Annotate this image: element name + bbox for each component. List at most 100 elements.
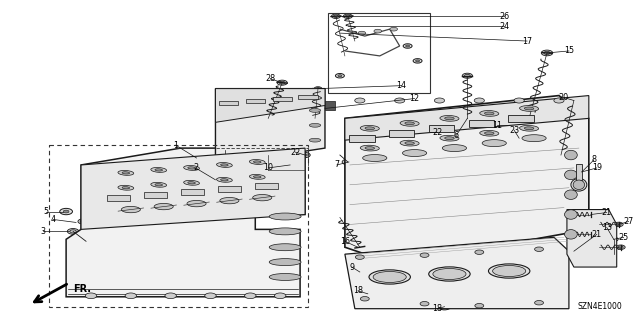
Ellipse shape [373,271,406,283]
Circle shape [438,304,451,310]
Text: 5: 5 [44,207,49,216]
Polygon shape [66,148,305,297]
Ellipse shape [403,150,427,157]
Ellipse shape [493,265,525,277]
Ellipse shape [253,176,261,178]
Circle shape [517,137,521,139]
Ellipse shape [564,170,577,180]
Circle shape [435,98,445,103]
Bar [468,120,494,127]
Ellipse shape [405,142,414,145]
Text: 8: 8 [591,155,596,165]
Circle shape [277,80,287,85]
Polygon shape [216,89,325,165]
Ellipse shape [480,130,499,136]
Circle shape [365,293,371,295]
Text: 10: 10 [263,163,273,173]
Circle shape [300,152,310,158]
Ellipse shape [269,213,301,220]
Circle shape [420,301,429,306]
Circle shape [275,293,286,299]
Ellipse shape [365,127,374,130]
Circle shape [335,73,344,78]
Ellipse shape [571,178,587,191]
Bar [218,186,241,192]
Ellipse shape [369,270,410,284]
Circle shape [514,98,524,103]
Ellipse shape [269,228,301,235]
Text: 7: 7 [334,160,339,169]
Circle shape [406,45,410,47]
Ellipse shape [187,200,206,207]
Ellipse shape [524,127,534,130]
Polygon shape [81,148,305,229]
Circle shape [63,210,69,213]
Text: 22: 22 [290,148,300,157]
Bar [246,99,265,103]
Ellipse shape [118,170,134,175]
Ellipse shape [429,267,470,281]
Circle shape [413,59,422,63]
Circle shape [67,228,79,234]
Circle shape [475,250,484,254]
Ellipse shape [253,161,261,163]
Circle shape [125,293,136,299]
Ellipse shape [309,108,321,112]
Text: 18: 18 [353,286,363,295]
Text: 14: 14 [397,81,406,90]
Ellipse shape [269,259,301,266]
Ellipse shape [564,190,577,199]
Text: 19: 19 [592,163,602,173]
Bar [255,183,278,189]
Circle shape [221,148,229,152]
Text: 24: 24 [499,22,509,31]
Bar [508,115,534,122]
Ellipse shape [564,150,577,160]
Circle shape [462,73,472,78]
Text: 27: 27 [623,217,634,226]
Ellipse shape [151,167,166,172]
Circle shape [569,98,579,103]
Ellipse shape [400,140,419,146]
Ellipse shape [253,195,272,201]
Ellipse shape [363,154,387,161]
Bar [576,164,582,180]
Ellipse shape [524,107,534,110]
Circle shape [554,98,564,103]
Circle shape [355,255,364,259]
Ellipse shape [216,177,232,182]
Circle shape [394,98,404,103]
Ellipse shape [118,185,134,190]
Ellipse shape [221,179,228,181]
Circle shape [353,270,363,275]
Ellipse shape [440,135,459,141]
Bar [298,94,317,99]
Circle shape [515,136,524,140]
Circle shape [332,14,340,19]
Bar [144,192,167,198]
Ellipse shape [484,112,494,115]
Ellipse shape [121,206,140,213]
Bar [349,135,374,142]
Text: 2: 2 [193,163,198,173]
Circle shape [338,75,342,77]
Ellipse shape [484,132,494,135]
Circle shape [586,232,595,237]
Circle shape [303,154,307,156]
Ellipse shape [269,244,301,251]
Ellipse shape [442,145,467,152]
Text: 3: 3 [41,227,45,236]
Ellipse shape [573,180,584,189]
Ellipse shape [522,135,546,142]
Ellipse shape [520,125,539,131]
Ellipse shape [269,273,301,280]
Circle shape [165,293,177,299]
Circle shape [616,245,625,249]
Ellipse shape [220,197,239,204]
Bar [325,101,335,110]
Ellipse shape [188,182,195,184]
Polygon shape [216,89,325,122]
Ellipse shape [151,182,166,187]
Text: 28: 28 [265,74,275,83]
Polygon shape [345,96,589,140]
